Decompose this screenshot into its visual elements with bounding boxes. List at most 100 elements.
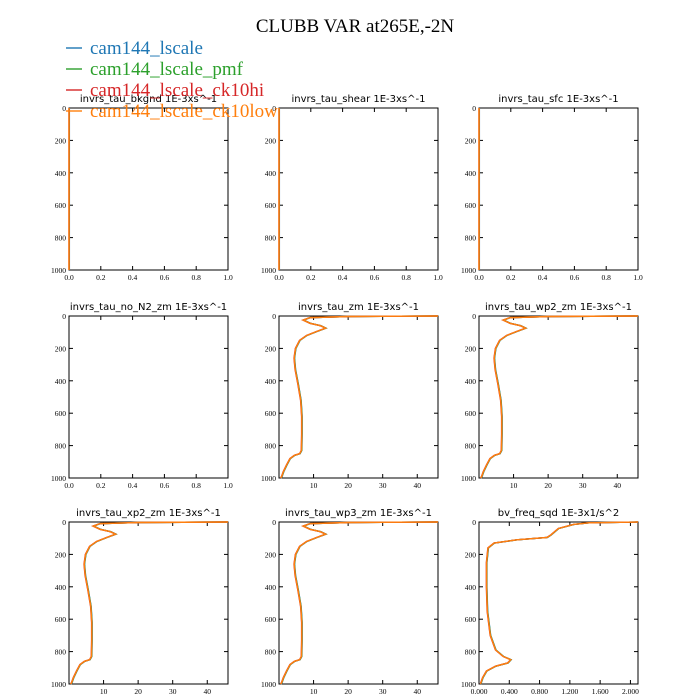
x-tick-label: 0.0 [64,273,74,282]
y-tick-label: 200 [465,344,477,353]
y-tick-label: 600 [465,409,477,418]
y-tick-label: 600 [55,201,67,210]
y-tick-label: 600 [265,615,277,624]
y-tick-label: 800 [465,442,477,451]
series-line-cam144_lscale_ck10low [70,521,229,685]
panel-title: invrs_tau_no_N2_zm 1E-3xs^-1 [70,302,227,313]
y-tick-label: 1000 [461,680,476,689]
y-tick-label: 1000 [51,474,66,483]
x-tick-label: 10 [310,687,318,696]
series-line-cam144_lscale_ck10low [280,315,439,479]
y-tick-label: 200 [265,136,277,145]
panel-frame [278,315,439,479]
x-tick-label: 40 [204,687,212,696]
series-line-cam144_lscale_pmf [70,521,229,685]
panel-title: invrs_tau_xp2_zm 1E-3xs^-1 [76,508,221,519]
x-tick-label: 0.6 [160,273,170,282]
series-line-cam144_lscale [480,521,639,685]
panel-1: invrs_tau_bkgnd 1E-3xs^-1 0 200 400 600 800 10… [51,94,233,282]
y-tick-label: 0 [472,518,476,527]
y-tick-label: 400 [55,169,67,178]
y-tick-label: 0 [272,518,276,527]
x-tick-label: 30 [169,687,177,696]
y-tick-label: 200 [265,344,277,353]
y-tick-label: 0 [472,312,476,321]
y-tick-label: 800 [265,442,277,451]
x-tick-label: 20 [544,481,552,490]
x-tick-label: 40 [414,481,422,490]
panel-9: bv_freq_sqd 1E-3x1/s^2020040060080010000… [461,508,639,696]
x-tick-label: 2.000 [622,687,639,696]
series-line-cam144_lscale_pmf [480,315,639,479]
x-tick-label: 0.6 [570,273,580,282]
figure-title: CLUBB VAR at265E,-2N [256,16,455,37]
y-tick-label: 0 [62,518,66,527]
y-tick-label: 0 [472,104,476,113]
series-line-cam144_lscale [480,315,639,479]
x-tick-label: 1.0 [633,273,643,282]
panel-6: invrs_tau_wp2_zm 1E-3xs^-1 0 200 400 600 800 1… [461,302,639,490]
y-tick-label: 400 [265,583,277,592]
x-tick-label: 0.4 [128,481,138,490]
y-tick-label: 400 [265,169,277,178]
panel-frame [68,315,229,479]
legend-entry: cam144_lscale [90,38,203,59]
panel-7: invrs_tau_xp2_zm 1E-3xs^-1 0 200 400 600 800 1… [51,508,229,696]
panel-frame [278,521,439,685]
legend-entry: cam144_lscale_ck10hi [90,80,264,101]
y-tick-label: 400 [265,377,277,386]
x-tick-label: 0.2 [506,273,516,282]
y-tick-label: 600 [265,409,277,418]
x-tick-label: 40 [614,481,622,490]
y-tick-label: 1000 [51,266,66,275]
y-tick-label: 1000 [261,266,276,275]
x-tick-label: 1.200 [561,687,578,696]
series-line-cam144_lscale_ck10hi [69,521,228,685]
panel-8: invrs_tau_wp3_zm 1E-3xs^-1 0 200 400 600 800 1… [261,508,439,696]
y-tick-label: 200 [55,136,67,145]
series-line-cam144_lscale_ck10low [480,315,639,479]
legend-entry: cam144_lscale_ck10low [90,101,278,122]
x-tick-label: 40 [414,687,422,696]
x-tick-label: 20 [344,481,352,490]
legend-entry: cam144_lscale_pmf [90,59,244,80]
x-tick-label: 30 [379,687,387,696]
series-line-cam144_lscale_pmf [480,521,639,685]
series-line-cam144_lscale_ck10hi [279,521,438,685]
x-tick-label: 20 [134,687,142,696]
series-line-cam144_lscale_pmf [280,315,439,479]
panel-frame [478,521,639,685]
y-tick-label: 800 [265,648,277,657]
panel-frame [68,107,229,271]
x-tick-label: 1.0 [223,273,233,282]
x-tick-label: 10 [510,481,518,490]
x-tick-label: 30 [379,481,387,490]
y-tick-label: 1000 [261,474,276,483]
panel-title: invrs_tau_bkgnd 1E-3xs^-1 [80,94,217,105]
x-tick-label: 0.2 [96,273,106,282]
panel-frame [478,107,639,271]
y-tick-label: 400 [465,583,477,592]
y-tick-label: 0 [272,104,276,113]
panel-title: invrs_tau_shear 1E-3xs^-1 [292,94,426,105]
y-tick-label: 600 [55,615,67,624]
series-line-cam144_lscale [280,521,439,685]
x-tick-label: 0.0 [64,481,74,490]
y-tick-label: 800 [465,234,477,243]
x-tick-label: 0.6 [370,273,380,282]
x-tick-label: 1.600 [592,687,609,696]
y-tick-label: 400 [55,583,67,592]
series-line-cam144_lscale_ck10low [479,521,639,685]
x-tick-label: 0.800 [531,687,548,696]
series-line-cam144_lscale_ck10hi [479,521,638,685]
y-tick-label: 800 [465,648,477,657]
x-tick-label: 1.0 [433,273,443,282]
panel-title: invrs_tau_zm 1E-3xs^-1 [298,302,419,313]
y-tick-label: 200 [465,136,477,145]
y-tick-label: 1000 [461,474,476,483]
panel-title: bv_freq_sqd 1E-3x1/s^2 [498,508,620,519]
y-tick-label: 1000 [51,680,66,689]
y-tick-label: 800 [55,648,67,657]
x-tick-label: 1.0 [223,481,233,490]
